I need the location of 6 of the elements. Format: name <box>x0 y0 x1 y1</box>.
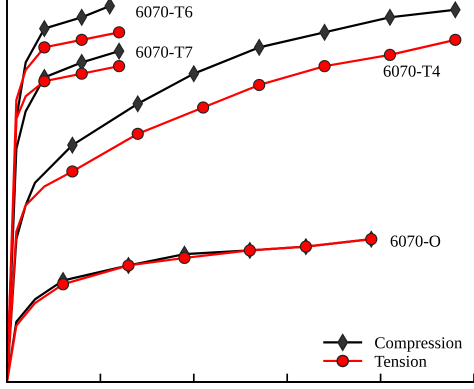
annotation: 6070-T6 <box>136 6 192 18</box>
legend-label: Compression <box>375 337 462 352</box>
annotation: 6070-O <box>390 235 440 247</box>
legend-label: Tension <box>374 356 427 367</box>
annotation: 6070-T4 <box>384 66 440 77</box>
annotation: 6070-T7 <box>136 46 192 58</box>
